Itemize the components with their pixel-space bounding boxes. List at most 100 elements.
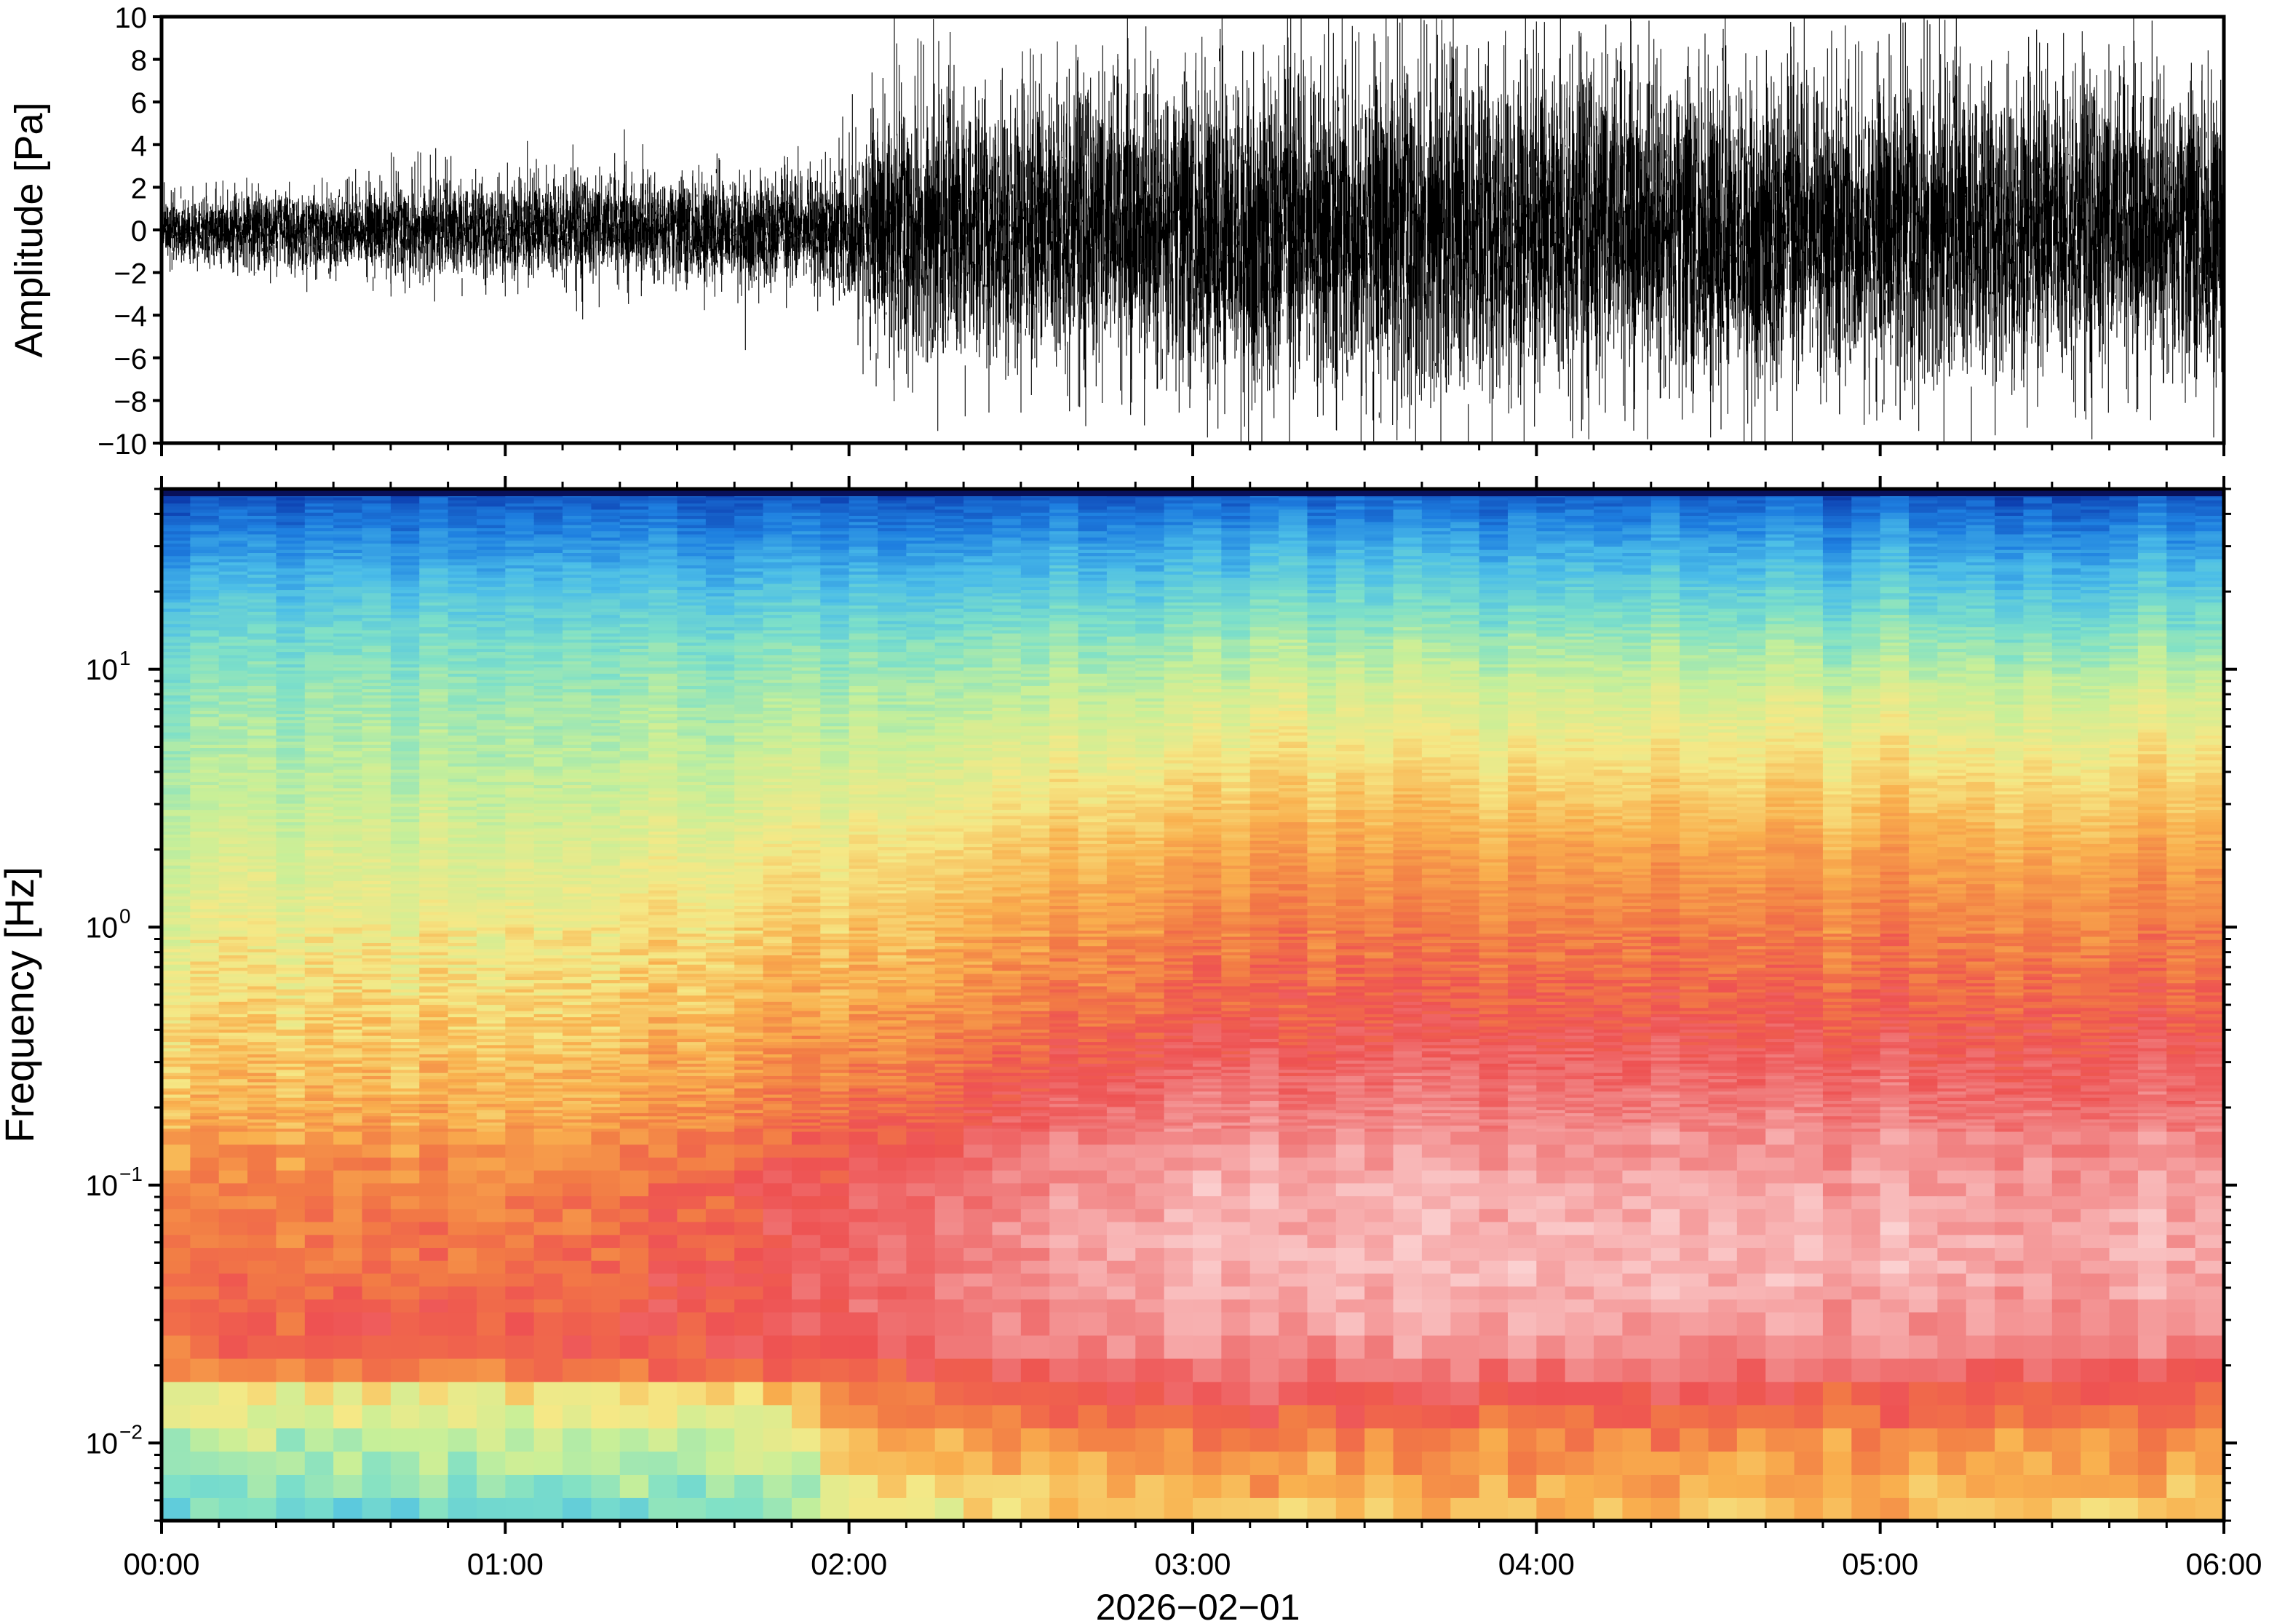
spectrogram-cell xyxy=(304,750,334,755)
spectrogram-cell xyxy=(390,1209,421,1222)
spectrogram-cell xyxy=(162,1182,191,1197)
spectrogram-cell xyxy=(276,657,306,661)
spectrogram-cell xyxy=(190,1182,220,1197)
spectrogram-cell xyxy=(162,765,191,770)
spectrogram-cell xyxy=(247,856,277,860)
spectrogram-cell xyxy=(362,995,392,999)
spectrogram-cell xyxy=(362,1047,392,1051)
spectrogram-cell xyxy=(162,719,191,723)
spectrogram-cell xyxy=(362,723,392,727)
spectrogram-cell xyxy=(362,1157,392,1171)
spectrogram-cell xyxy=(162,1131,191,1145)
spectrogram-cell xyxy=(333,1157,363,1171)
spectrogram-cell xyxy=(218,639,248,643)
spectrogram-cell xyxy=(276,951,306,956)
spectrogram-cell xyxy=(419,1247,449,1261)
spectrogram-cell xyxy=(390,669,421,674)
spectrogram-cell xyxy=(563,1182,592,1197)
spectrogram-cell xyxy=(333,676,363,680)
spectrogram-cell xyxy=(390,716,421,720)
spectrogram-cell xyxy=(218,852,248,856)
spectrogram-cell xyxy=(218,648,248,653)
spectrogram-cell xyxy=(333,602,363,606)
spectrogram-cell xyxy=(247,942,277,947)
spectrogram-cell xyxy=(304,955,334,959)
spectrogram-cell xyxy=(476,1428,506,1452)
spectrogram-cell xyxy=(362,666,392,671)
spectrogram-cell xyxy=(218,694,248,698)
spectrogram-cell xyxy=(390,787,421,792)
spectrogram-cell xyxy=(218,1125,248,1129)
spectrogram-cell xyxy=(362,738,392,742)
spectrogram-cell xyxy=(705,1404,736,1429)
spectrogram-cell xyxy=(362,1094,392,1098)
spectrogram-cell xyxy=(362,806,392,811)
spectrogram-cell xyxy=(304,918,334,922)
spectrogram-cell xyxy=(218,765,248,770)
spectrogram-cell xyxy=(190,1131,220,1145)
spectrogram-cell xyxy=(218,918,248,922)
spectrogram-cell xyxy=(533,1273,563,1287)
spectrogram-cell xyxy=(333,673,363,677)
spectrogram-cell xyxy=(390,750,421,755)
spectrogram-cell xyxy=(162,1112,191,1117)
spectrogram-cell xyxy=(304,642,334,646)
spectrogram-cell xyxy=(304,1259,334,1274)
spectrogram-cell xyxy=(304,859,334,863)
spectrogram-cell xyxy=(247,778,277,782)
spectrogram-cell xyxy=(162,1078,191,1083)
spectrogram-cell xyxy=(563,1474,592,1498)
spectrogram-cell xyxy=(333,701,363,705)
waveform-trace xyxy=(162,17,2224,443)
spectrogram-cell xyxy=(247,930,277,934)
spectrogram-cell xyxy=(304,599,334,603)
spectrogram-cell xyxy=(362,1100,392,1104)
spectrogram-cell xyxy=(276,546,306,550)
spectrogram-cell xyxy=(362,512,392,516)
spectrogram-cell xyxy=(276,1112,306,1117)
spectrogram-cell xyxy=(362,824,392,829)
spectrogram-cell xyxy=(247,735,277,739)
spectrogram-cell xyxy=(591,1234,621,1249)
spectrogram-cell xyxy=(162,1299,191,1313)
spectrogram-cell xyxy=(333,530,363,535)
spectrogram-cell xyxy=(276,747,306,752)
spectrogram-cell xyxy=(362,546,392,550)
spectrogram-cell xyxy=(362,639,392,643)
spectrogram-cell xyxy=(304,1121,334,1126)
spectrogram-cell xyxy=(162,524,191,528)
spectrogram-cell xyxy=(362,506,392,510)
spectrogram-cell xyxy=(390,967,421,971)
spectrogram-cell xyxy=(218,1091,248,1095)
spectrogram-cell xyxy=(247,648,277,653)
spectrogram-cell xyxy=(333,899,363,903)
spectrogram-cell xyxy=(276,1118,306,1123)
spectrogram-cell xyxy=(276,1096,306,1101)
spectrogram-cell xyxy=(533,1169,563,1184)
spectrogram-cell xyxy=(304,518,334,522)
spectrogram-cell xyxy=(276,827,306,832)
spectrogram-cell xyxy=(619,1381,649,1406)
spectrogram-cell xyxy=(390,1091,421,1095)
spectrogram-cell xyxy=(390,1035,421,1039)
spectrogram-cell xyxy=(247,524,277,528)
spectrogram-cell xyxy=(162,812,191,816)
spectrogram-cell xyxy=(162,911,191,915)
spectrogram-cell xyxy=(218,868,248,872)
spectrogram-cell xyxy=(533,1209,563,1222)
spectrogram-cell xyxy=(304,561,334,566)
spectrogram-cell xyxy=(333,768,363,773)
spectrogram-cell xyxy=(190,877,220,881)
spectrogram-cell xyxy=(190,976,220,981)
spectrogram-cell xyxy=(333,654,363,658)
spectrogram-cell xyxy=(190,1112,220,1117)
spectrogram-cell xyxy=(476,1311,506,1336)
spectrogram-cell xyxy=(390,1103,421,1107)
spectrogram-cell xyxy=(218,1128,248,1132)
spectrogram-cell xyxy=(276,960,306,965)
spectrogram-cell xyxy=(276,1428,306,1452)
spectrogram-cell xyxy=(390,1125,421,1129)
spectrogram-cell xyxy=(247,744,277,748)
spectrogram-cell xyxy=(190,945,220,950)
spectrogram-cell xyxy=(304,1041,334,1046)
